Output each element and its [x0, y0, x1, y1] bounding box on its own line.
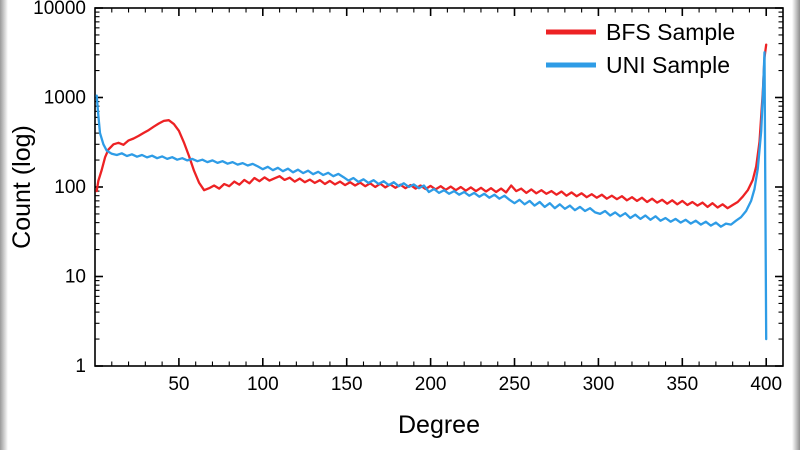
series-uni-sample — [95, 51, 768, 341]
y-tick-label: 10000 — [33, 0, 86, 19]
x-tick-label: 150 — [331, 374, 363, 395]
x-axis-label: Degree — [398, 411, 480, 439]
x-tick-label: 300 — [583, 374, 615, 395]
legend-label: UNI Sample — [606, 52, 730, 78]
x-tick-label: 200 — [415, 374, 447, 395]
x-tick-label: 100 — [247, 374, 279, 395]
y-axis: 1 10 100 1000 10000 — [33, 0, 783, 377]
y-tick-label: 1 — [75, 356, 86, 377]
y-axis-label: Count (log) — [8, 125, 36, 249]
y-tick-label: 10 — [65, 267, 86, 288]
x-tick-label: 400 — [750, 374, 782, 395]
y-tick-label: 1000 — [44, 88, 86, 109]
series-bfs-sample — [95, 43, 768, 210]
x-tick-label: 50 — [168, 374, 189, 395]
x-tick-label: 350 — [666, 374, 698, 395]
legend: BFS Sample UNI Sample — [546, 19, 735, 78]
x-axis: 50 100 150 200 250 300 350 400 — [111, 8, 782, 395]
legend-label: BFS Sample — [606, 19, 735, 45]
x-tick-label: 250 — [499, 374, 531, 395]
y-tick-label: 100 — [54, 177, 86, 198]
